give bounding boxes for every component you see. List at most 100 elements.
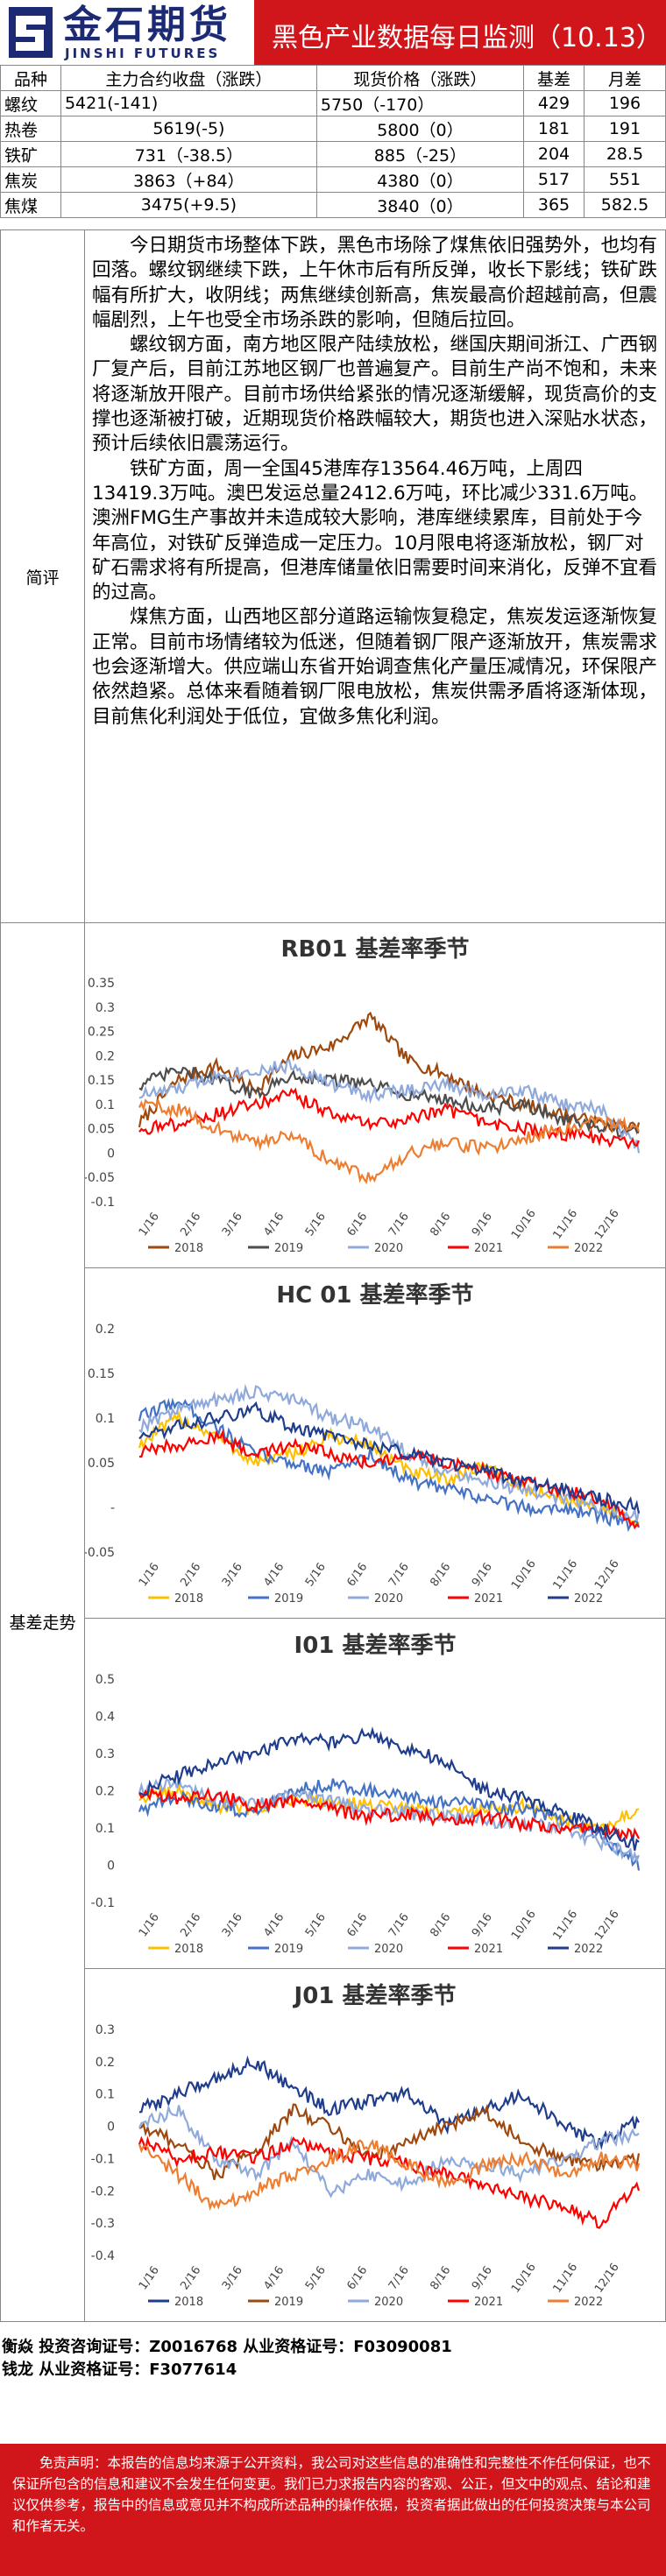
x-tick-label: 7/16 [386, 1210, 412, 1239]
chart-title: HC 01 基差率季节 [276, 1281, 473, 1309]
table-cell: 731（-38.5） [60, 141, 317, 167]
j01-basis-chart: J01 基差率季节 0.3 0.2 0.1 0 -0.1 -0.2 -0.3 -0.4 1/16 2… [91, 1982, 641, 2309]
x-tick-label: 3/16 [220, 1911, 245, 1940]
table-cell: 582.5 [583, 192, 666, 218]
table-header-cell: 品种 [0, 65, 61, 91]
comment-label: 简评 [1, 230, 85, 922]
y-tick-label: 0.25 [88, 1026, 115, 1040]
y-tick-label: 0.2 [96, 2056, 115, 2070]
y-tick-label: -0.05 [85, 1546, 115, 1560]
y-tick-label: 0.2 [96, 1323, 115, 1337]
y-tick-label: 0 [107, 1147, 115, 1161]
y-tick-label: 0.15 [88, 1367, 115, 1381]
table-row: 热卷 5619(-5) 5800（0） 181 191 [0, 116, 666, 142]
contacts: 衡焱 投资咨询证号：Z0016768 从业资格证号：F03090081 钱龙 从… [0, 2325, 666, 2396]
legend-label: 2020 [374, 1943, 403, 1956]
y-tick-label: -0.4 [91, 2249, 115, 2263]
x-tick-label: 11/16 [550, 2261, 580, 2295]
chart-hc01: HC 01 基差率季节 0.2 0.15 0.1 0.05 - -0.05 1/16 2/16 3… [85, 1267, 665, 1619]
x-tick-label: 12/16 [592, 2261, 622, 2295]
series-line-2022 [138, 2138, 641, 2212]
table-header-row: 品种 主力合约收盘（涨跌） 现货价格（涨跌） 基差 月差 [0, 65, 666, 91]
logo: 金石期货 JINSHI FUTURES [0, 0, 254, 65]
y-tick-label: 0.2 [96, 1049, 115, 1063]
chart-j01: J01 基差率季节 0.3 0.2 0.1 0 -0.1 -0.2 -0.3 -0.4 1/16 2… [85, 1968, 665, 2321]
chart-i01: I01 基差率季节 0.5 0.4 0.3 0.2 0.1 0 -0.1 1/16 2/16 3/1… [85, 1618, 665, 1969]
y-tick-label: 0.3 [96, 1001, 115, 1015]
table-cell: 181 [523, 116, 585, 142]
table-cell: 204 [523, 141, 585, 167]
x-tick-label: 4/16 [261, 1911, 287, 1940]
table-row: 螺纹 5421(-141) 5750（-170） 429 196 [0, 90, 666, 116]
y-tick-label: -0.3 [91, 2217, 115, 2231]
table-row: 焦炭 3863（+84） 4380（0） 517 551 [0, 166, 666, 193]
chart-rb01: RB01 基差率季节 0.35 0.3 0.25 0.2 0.15 0.1 0.05 0 -0.0… [85, 921, 665, 1268]
x-tick-label: 6/16 [344, 1210, 370, 1239]
legend-label: 2018 [174, 1242, 203, 1255]
logo-chinese-text: 金石期货 [63, 3, 231, 47]
table-cell: 5421(-141) [60, 90, 317, 116]
legend-label: 2022 [574, 2296, 603, 2309]
y-tick-label: -0.2 [91, 2184, 115, 2198]
comment-paragraph-iron-ore: 铁矿方面，周一全国45港库存13564.46万吨，上周四13419.3万吨。澳巴… [92, 457, 658, 604]
x-tick-label: 8/16 [428, 1911, 453, 1940]
x-tick-label: 8/16 [428, 2264, 453, 2293]
x-tick-label: 10/16 [509, 1207, 539, 1241]
chart-title: RB01 基差率季节 [280, 935, 469, 963]
x-tick-label: 9/16 [470, 2264, 495, 2293]
contact-line: 钱龙 从业资格证号：F3077614 [2, 2361, 237, 2379]
legend-label: 2020 [374, 2296, 403, 2309]
x-tick-label: 9/16 [470, 1210, 495, 1239]
series-line-2020 [138, 1383, 641, 1522]
y-tick-label: 0.3 [96, 2023, 115, 2037]
series-line-2018 [138, 1782, 640, 1834]
y-tick-label: 0.1 [96, 1098, 115, 1112]
table-cell: 551 [583, 166, 666, 193]
series-line-2019 [138, 2103, 641, 2180]
y-tick-label: 0.1 [96, 1822, 115, 1836]
table-cell: 5750（-170） [315, 90, 525, 116]
y-tick-label: 0.5 [96, 1673, 115, 1687]
legend-label: 2018 [174, 1943, 203, 1956]
legend-label: 2019 [274, 1592, 303, 1606]
x-tick-label: 7/16 [386, 1911, 412, 1940]
x-tick-label: 1/16 [137, 1210, 162, 1239]
table-cell: 429 [523, 90, 585, 116]
y-tick-label: -0.1 [91, 1196, 115, 1210]
x-tick-label: 1/16 [137, 1911, 162, 1940]
x-tick-label: 7/16 [386, 2264, 412, 2293]
y-tick-label: 0 [107, 2121, 115, 2135]
x-tick-label: 5/16 [303, 1561, 329, 1590]
y-tick-label: 0 [107, 1860, 115, 1874]
x-tick-label: 6/16 [344, 1561, 370, 1590]
x-tick-label: 10/16 [509, 1908, 539, 1942]
series-line-2022 [138, 1401, 641, 1514]
y-tick-label: 0.2 [96, 1785, 115, 1799]
x-tick-label: 5/16 [303, 2264, 329, 2293]
table-cell: 热卷 [0, 116, 61, 142]
table-cell: 螺纹 [0, 90, 61, 116]
series-line-2021 [138, 2135, 641, 2229]
x-tick-label: 12/16 [592, 1908, 622, 1942]
x-tick-label: 2/16 [178, 2264, 203, 2293]
x-tick-label: 8/16 [428, 1561, 453, 1590]
rb01-basis-chart: RB01 基差率季节 0.35 0.3 0.25 0.2 0.15 0.1 0.05 0 -0.0… [85, 935, 641, 1255]
comment-paragraph-rebar: 螺纹钢方面，南方地区限产陆续放松，继国庆期间浙江、广西钢厂复产后，目前江苏地区钢… [92, 334, 658, 455]
series-line-2018 [138, 2055, 640, 2150]
y-tick-label: 0.15 [88, 1074, 115, 1088]
y-tick-label: 0.35 [88, 977, 115, 991]
series-line-2021 [138, 1087, 641, 1151]
legend-label: 2021 [474, 2296, 503, 2309]
x-tick-label: 9/16 [470, 1911, 495, 1940]
header-bar: 金石期货 JINSHI FUTURES 黑色产业数据每日监测（10.13） [0, 0, 666, 65]
table-cell: 5800（0） [315, 116, 525, 142]
x-tick-label: 2/16 [178, 1561, 203, 1590]
series-line-2020 [138, 2104, 640, 2198]
x-tick-label: 10/16 [509, 2261, 539, 2295]
legend-label: 2021 [474, 1242, 503, 1255]
table-cell: 焦煤 [0, 192, 61, 218]
legend-label: 2020 [374, 1592, 403, 1606]
table-header-cell: 月差 [583, 65, 666, 91]
x-tick-label: 1/16 [137, 1561, 162, 1590]
